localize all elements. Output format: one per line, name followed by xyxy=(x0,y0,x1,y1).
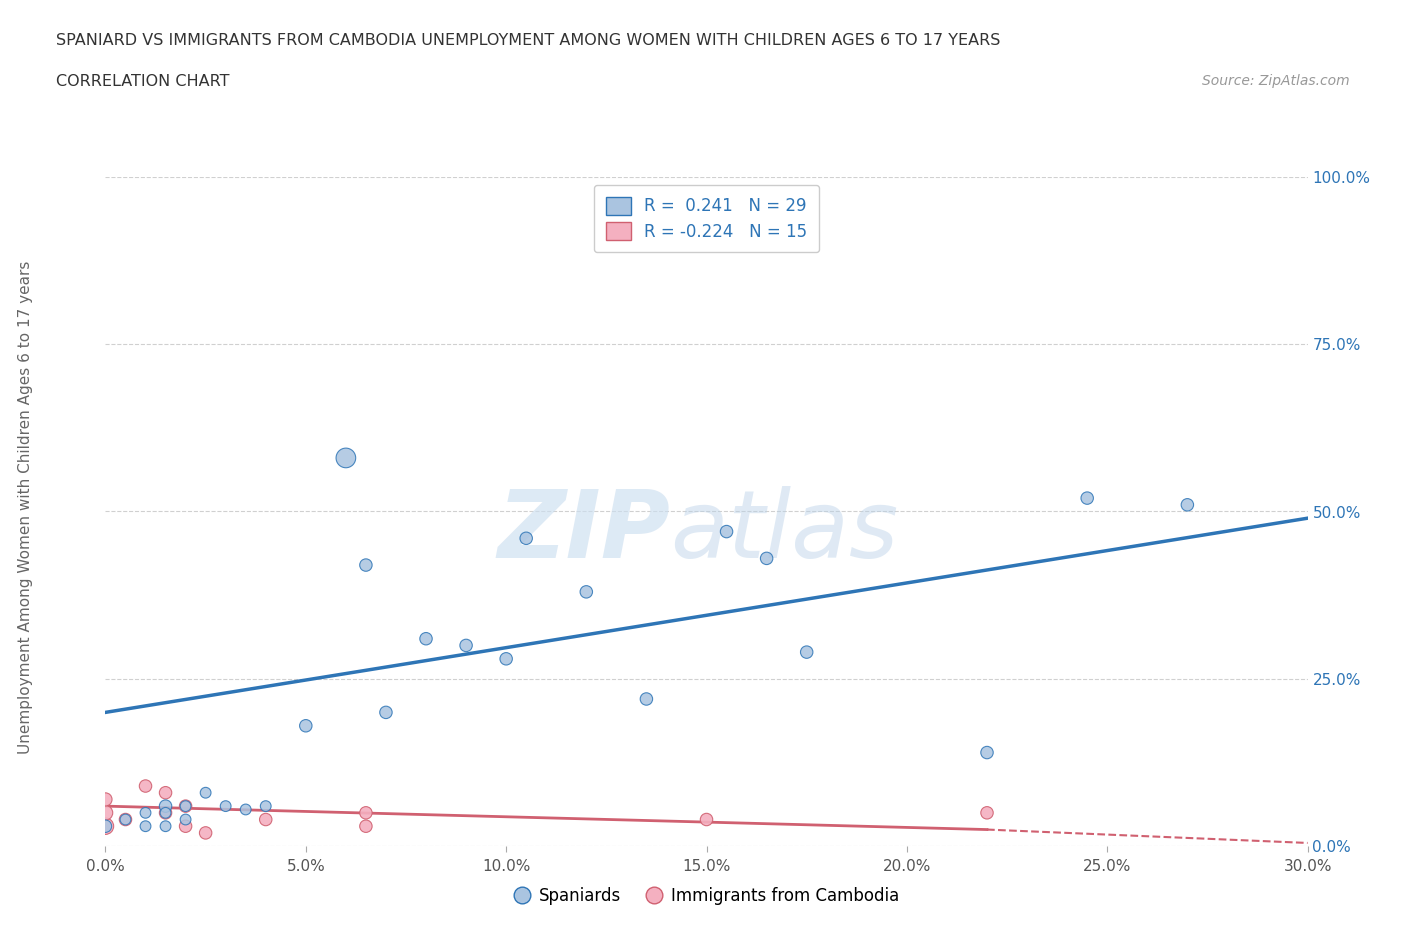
Point xyxy=(254,799,277,814)
Text: ZIP: ZIP xyxy=(498,485,671,578)
Point xyxy=(696,812,718,827)
Point xyxy=(575,584,598,599)
Text: SPANIARD VS IMMIGRANTS FROM CAMBODIA UNEMPLOYMENT AMONG WOMEN WITH CHILDREN AGES: SPANIARD VS IMMIGRANTS FROM CAMBODIA UNE… xyxy=(56,33,1001,47)
Point xyxy=(94,805,117,820)
Point xyxy=(155,785,177,800)
Point xyxy=(716,525,738,539)
Point xyxy=(515,531,537,546)
Point xyxy=(1076,491,1098,506)
Point xyxy=(94,818,117,833)
Text: atlas: atlas xyxy=(671,486,898,578)
Point xyxy=(135,805,157,820)
Point xyxy=(1177,498,1199,512)
Point xyxy=(354,805,377,820)
Point xyxy=(976,805,998,820)
Point xyxy=(495,651,517,666)
Point xyxy=(174,799,197,814)
Text: Source: ZipAtlas.com: Source: ZipAtlas.com xyxy=(1202,74,1350,88)
Point xyxy=(114,812,136,827)
Point xyxy=(454,638,477,653)
Text: CORRELATION CHART: CORRELATION CHART xyxy=(56,74,229,89)
Point xyxy=(174,812,197,827)
Point xyxy=(214,799,236,814)
Point xyxy=(636,692,658,707)
Point xyxy=(94,792,117,807)
Point xyxy=(254,812,277,827)
Point xyxy=(415,631,437,646)
Point xyxy=(194,826,217,841)
Point xyxy=(796,644,818,659)
Point xyxy=(374,705,398,720)
Point xyxy=(976,745,998,760)
Point xyxy=(335,450,357,465)
Point xyxy=(174,818,197,833)
Point xyxy=(135,818,157,833)
Point xyxy=(155,799,177,814)
Point xyxy=(354,818,377,833)
Text: Unemployment Among Women with Children Ages 6 to 17 years: Unemployment Among Women with Children A… xyxy=(18,260,32,753)
Point xyxy=(755,551,778,565)
Point xyxy=(135,778,157,793)
Point xyxy=(94,818,117,833)
Point xyxy=(114,812,136,827)
Point xyxy=(174,799,197,814)
Point xyxy=(295,718,318,733)
Point xyxy=(194,785,217,800)
Point xyxy=(155,805,177,820)
Point xyxy=(155,805,177,820)
Point xyxy=(155,818,177,833)
Point xyxy=(235,802,257,817)
Legend: Spaniards, Immigrants from Cambodia: Spaniards, Immigrants from Cambodia xyxy=(508,881,905,911)
Point xyxy=(354,558,377,573)
